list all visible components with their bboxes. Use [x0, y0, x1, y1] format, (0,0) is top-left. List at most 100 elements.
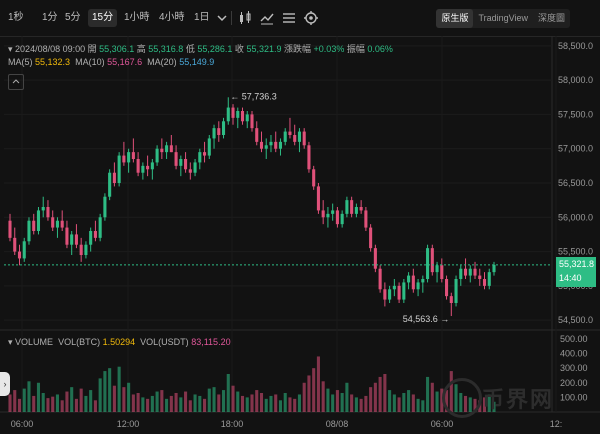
volume-bar	[288, 397, 292, 412]
candle-body	[440, 265, 444, 279]
interval-1s[interactable]: 1秒	[8, 12, 24, 23]
high-annotation: ← 57,736.3	[230, 91, 277, 101]
low-annotation: 54,563.6 →	[403, 314, 450, 324]
candle-body	[55, 220, 59, 228]
volume-bar	[421, 400, 425, 412]
volume-bar	[17, 398, 22, 412]
close-value: 55,321.9	[246, 44, 282, 54]
interval-4h[interactable]: 4小時	[159, 12, 185, 23]
high-value: 55,316.8	[148, 44, 184, 54]
candle-body	[93, 231, 97, 238]
volume-bar	[373, 382, 377, 412]
candle-body	[136, 159, 140, 173]
volume-chevron-icon[interactable]: ▾	[8, 337, 13, 347]
current-price-value: 55,321.8	[559, 258, 595, 269]
candle-body	[13, 237, 17, 252]
candle-body	[392, 285, 396, 290]
candle-body	[283, 131, 287, 142]
volume-bar	[141, 397, 145, 412]
candle-datetime: 2024/08/08 09:00	[15, 44, 86, 54]
view-native[interactable]: 原生版	[436, 9, 474, 28]
watermark-text: 币界网	[482, 387, 555, 412]
candle-body	[255, 128, 259, 142]
candle-body	[354, 207, 358, 214]
volume-bar	[250, 394, 254, 412]
settings-gear-icon[interactable]	[302, 9, 320, 27]
candle-body	[459, 268, 463, 279]
candle-body	[70, 234, 74, 245]
volume-bar	[32, 395, 36, 412]
interval-5m[interactable]: 5分	[65, 12, 81, 23]
time-axis-label: 18:00	[221, 419, 244, 429]
volume-bar	[245, 397, 249, 412]
toolbar: 1秒 1分 5分 15分 1小時 4小時 1日 原生版 TradingView …	[0, 0, 600, 37]
candle-body	[207, 138, 211, 156]
candle-body	[468, 268, 472, 276]
legend-collapse-button[interactable]	[8, 74, 24, 90]
view-tradingview[interactable]: TradingView	[478, 13, 528, 23]
volume-bar	[131, 394, 135, 412]
side-panel-handle[interactable]: ›	[0, 372, 10, 396]
candle-body	[141, 165, 145, 173]
candlestick-type-icon[interactable]	[236, 9, 254, 27]
volume-bar	[255, 390, 259, 412]
candle-body	[203, 152, 207, 156]
candle-body	[236, 111, 240, 118]
interval-1m[interactable]: 1分	[42, 12, 58, 23]
interval-15m[interactable]: 15分	[88, 9, 118, 27]
candle-body	[51, 217, 55, 228]
volume-bar	[146, 398, 150, 412]
candle-body	[221, 121, 226, 135]
volume-bar	[487, 394, 491, 412]
candle-body	[27, 220, 31, 242]
volume-bar	[307, 375, 311, 412]
volume-bar	[55, 394, 59, 412]
ohlc-legend: ▾ 2024/08/08 09:00 開 55,306.1 高 55,316.8…	[8, 42, 393, 55]
volume-bar	[283, 393, 287, 412]
volume-title: VOLUME	[15, 337, 54, 347]
interval-1d[interactable]: 1日	[194, 12, 210, 23]
volume-bar	[117, 366, 121, 412]
indicators-icon[interactable]	[258, 9, 276, 27]
candle-body	[350, 200, 354, 214]
drawing-tools-icon[interactable]	[280, 9, 298, 27]
volume-bar	[13, 390, 17, 412]
candle-body	[174, 152, 178, 166]
volume-bar	[359, 398, 363, 412]
candle-body	[188, 169, 192, 173]
volume-bar	[41, 393, 45, 412]
candle-body	[402, 282, 406, 300]
volume-bar	[36, 382, 41, 412]
volume-bar	[350, 394, 354, 412]
candle-body	[22, 241, 26, 259]
volume-bar	[89, 390, 93, 412]
chevron-down-icon[interactable]	[213, 9, 231, 27]
volume-bar	[46, 398, 50, 412]
price-axis-label: 56,000.0	[558, 212, 593, 222]
volume-axis-label: 500.00	[560, 334, 588, 344]
view-depth[interactable]: 深度圖	[537, 13, 565, 23]
candle-body	[259, 141, 264, 149]
candle-body	[32, 220, 36, 231]
candle-body	[60, 220, 64, 228]
price-axis-label: 58,000.0	[558, 75, 593, 85]
volume-bar	[331, 394, 335, 412]
ma20-label: MA(20)	[147, 57, 177, 67]
volume-bar	[411, 394, 415, 412]
candle-body	[416, 282, 420, 290]
view-switcher: 原生版 TradingView 深度圖	[436, 9, 570, 28]
volume-bar	[198, 395, 202, 412]
candle-body	[383, 289, 387, 300]
change-label: 漲跌幅	[284, 44, 312, 54]
volume-bar	[93, 400, 97, 412]
volume-bar	[354, 397, 358, 412]
close-label: 收	[234, 44, 244, 54]
candle-body	[278, 141, 283, 149]
interval-1h[interactable]: 1小時	[124, 12, 150, 23]
candle-body	[74, 234, 78, 245]
collapse-chevron-icon[interactable]: ▾	[8, 44, 13, 54]
candle-body	[454, 279, 458, 303]
candle-body	[312, 169, 316, 187]
candle-body	[335, 210, 339, 225]
